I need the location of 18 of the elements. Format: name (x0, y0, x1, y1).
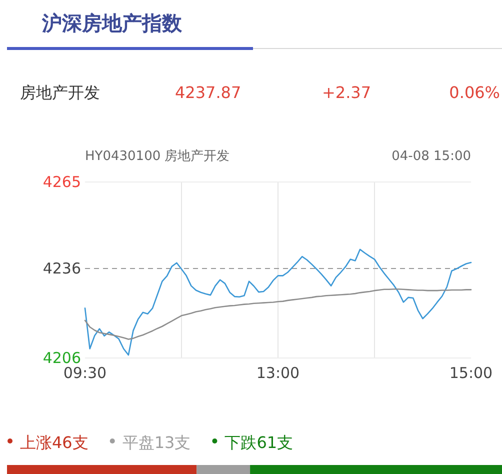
chart-title: 沪深房地产指数 (41, 11, 183, 35)
text: 4237.87 (175, 83, 242, 102)
y-tick-label: 4206 (42, 349, 81, 367)
text: 04-08 15:00 (392, 149, 471, 164)
text: +2.37 (322, 83, 372, 102)
y-tick-label: 4265 (42, 173, 81, 191)
x-tick-label: 15:00 (449, 364, 493, 382)
x-tick-label: 13:00 (256, 364, 300, 382)
legend-label: 下跌61支 (224, 433, 294, 452)
x-tick-label: 09:30 (63, 364, 107, 382)
y-tick-label: 4236 (42, 260, 81, 278)
text: 0.06% (449, 83, 500, 102)
text: 房地产开发 (20, 83, 100, 102)
legend-label: 上涨46支 (20, 433, 88, 452)
line-series (84, 288, 472, 340)
legend-label: 平盘13支 (122, 433, 191, 452)
text: HY0430100 房地产开发 (85, 148, 230, 164)
line-series (84, 248, 472, 356)
